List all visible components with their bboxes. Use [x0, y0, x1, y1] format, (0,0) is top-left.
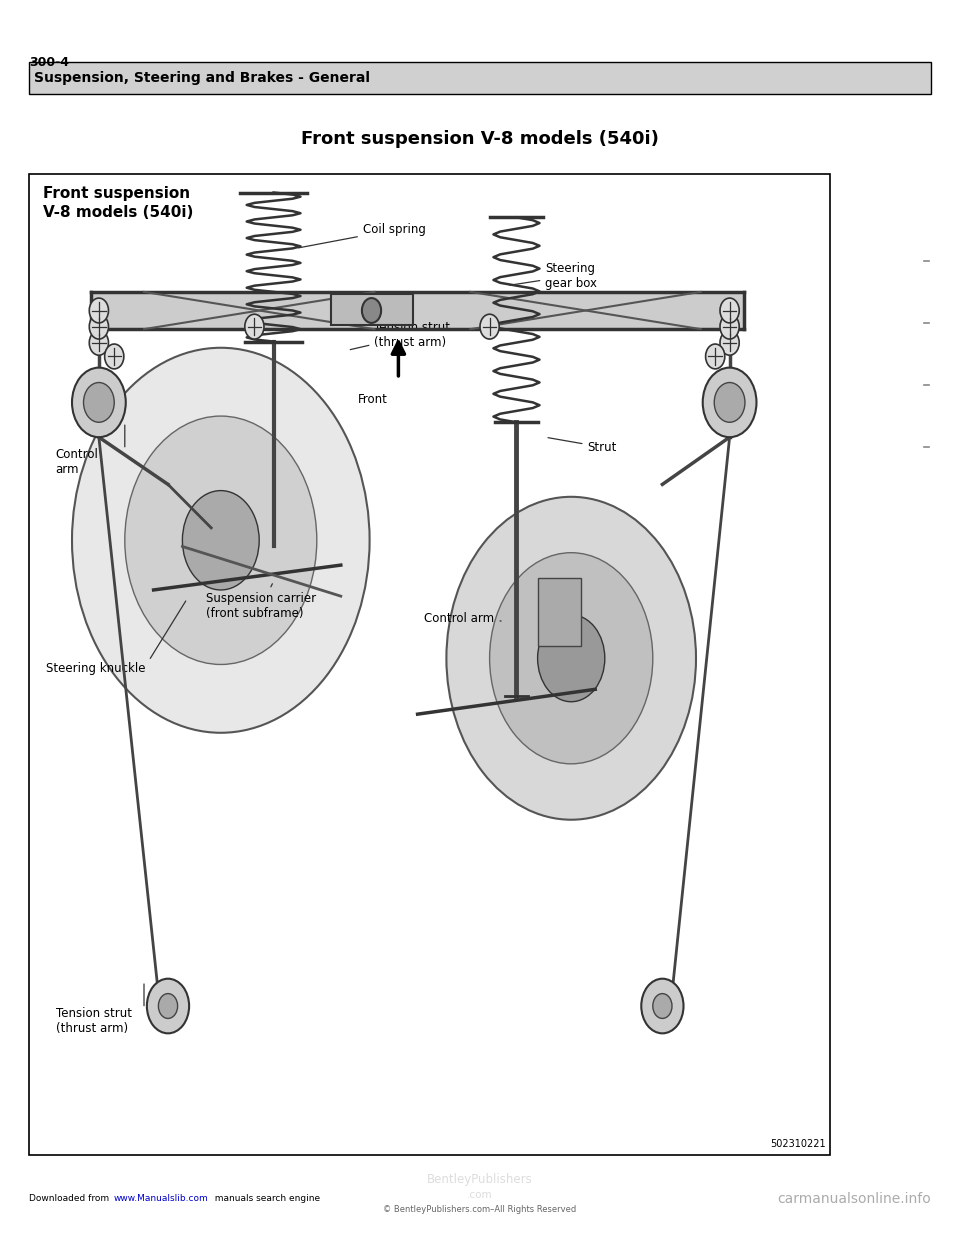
Circle shape: [480, 314, 499, 339]
Circle shape: [714, 383, 745, 422]
Text: Tension strut
(thrust arm): Tension strut (thrust arm): [350, 322, 450, 349]
Circle shape: [182, 491, 259, 590]
Circle shape: [446, 497, 696, 820]
Text: Suspension, Steering and Brakes - General: Suspension, Steering and Brakes - Genera…: [34, 71, 370, 86]
Circle shape: [720, 298, 739, 323]
Circle shape: [653, 994, 672, 1018]
Text: Tension strut
(thrust arm): Tension strut (thrust arm): [56, 1007, 132, 1035]
Text: Steering knuckle: Steering knuckle: [46, 662, 146, 674]
Circle shape: [245, 314, 264, 339]
Text: carmanualsonline.info: carmanualsonline.info: [778, 1191, 931, 1206]
Text: manuals search engine: manuals search engine: [209, 1194, 321, 1203]
Circle shape: [72, 368, 126, 437]
Circle shape: [89, 298, 108, 323]
Text: Front suspension
V-8 models (540i): Front suspension V-8 models (540i): [43, 186, 194, 220]
Text: 300-4: 300-4: [29, 56, 69, 68]
Circle shape: [125, 416, 317, 664]
Text: Downloaded from: Downloaded from: [29, 1194, 111, 1203]
Text: www.Manualslib.com: www.Manualslib.com: [113, 1194, 208, 1203]
Text: BentleyPublishers: BentleyPublishers: [427, 1174, 533, 1186]
Text: 502310221: 502310221: [770, 1139, 826, 1149]
Circle shape: [158, 994, 178, 1018]
Bar: [29, 174, 830, 1155]
Text: © BentleyPublishers.com–All Rights Reserved: © BentleyPublishers.com–All Rights Reser…: [383, 1205, 577, 1215]
Text: Front: Front: [357, 394, 388, 406]
Text: .com: .com: [468, 1190, 492, 1200]
Circle shape: [362, 298, 381, 323]
Text: Front suspension V-8 models (540i): Front suspension V-8 models (540i): [301, 130, 659, 148]
Circle shape: [706, 344, 725, 369]
Circle shape: [538, 615, 605, 702]
Text: Coil spring: Coil spring: [299, 224, 425, 248]
Text: Strut: Strut: [548, 437, 617, 453]
Bar: [538, 578, 581, 646]
Circle shape: [720, 330, 739, 355]
Bar: [91, 292, 744, 329]
Text: Steering
gear box: Steering gear box: [510, 262, 597, 289]
Text: Suspension carrier
(front subframe): Suspension carrier (front subframe): [206, 584, 317, 620]
Circle shape: [641, 979, 684, 1033]
Circle shape: [490, 553, 653, 764]
Circle shape: [89, 314, 108, 339]
Bar: [331, 294, 413, 325]
Bar: [29, 62, 931, 94]
Circle shape: [703, 368, 756, 437]
Circle shape: [89, 330, 108, 355]
Circle shape: [84, 383, 114, 422]
Circle shape: [720, 314, 739, 339]
Circle shape: [147, 979, 189, 1033]
Circle shape: [72, 348, 370, 733]
Text: Control arm: Control arm: [424, 612, 501, 625]
Text: Control
arm: Control arm: [56, 448, 99, 476]
Circle shape: [105, 344, 124, 369]
